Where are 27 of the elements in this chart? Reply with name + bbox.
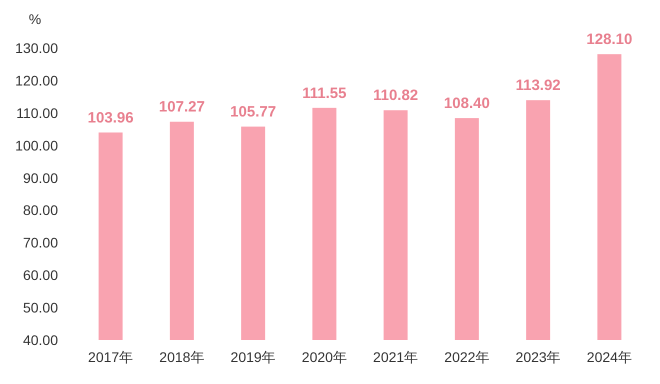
y-tick-label: 80.00 [22,202,58,218]
y-tick-label: 50.00 [22,300,58,316]
x-tick-label: 2023年 [516,349,561,365]
data-label: 105.77 [230,104,276,121]
y-tick-label: 40.00 [22,332,58,348]
x-tick-label: 2018年 [159,349,204,365]
x-tick-label: 2021年 [373,349,418,365]
x-tick-label: 2017年 [88,349,134,365]
x-tick-label: 2024年 [586,349,632,365]
data-label: 107.27 [158,98,205,116]
data-label: 103.96 [88,109,134,126]
data-label: 128.10 [586,31,632,48]
y-tick-label: 130.00 [15,40,58,56]
y-tick-label: 100.00 [15,137,58,154]
x-tick-label: 2020年 [302,349,347,365]
x-tick-label: 2022年 [444,349,490,365]
y-axis-title: % [28,11,42,27]
data-label: 108.40 [444,95,490,112]
data-label: 110.82 [373,87,418,104]
data-label: 111.55 [302,84,346,102]
y-tick-label: 120.00 [15,72,58,88]
x-tick-label: 2019年 [230,349,276,365]
y-tick-label: 70.00 [22,234,58,251]
y-tick-label: 90.00 [22,170,58,186]
y-tick-label: 110.00 [16,104,58,121]
data-label: 113.92 [516,77,561,94]
y-tick-label: 60.00 [22,267,58,284]
